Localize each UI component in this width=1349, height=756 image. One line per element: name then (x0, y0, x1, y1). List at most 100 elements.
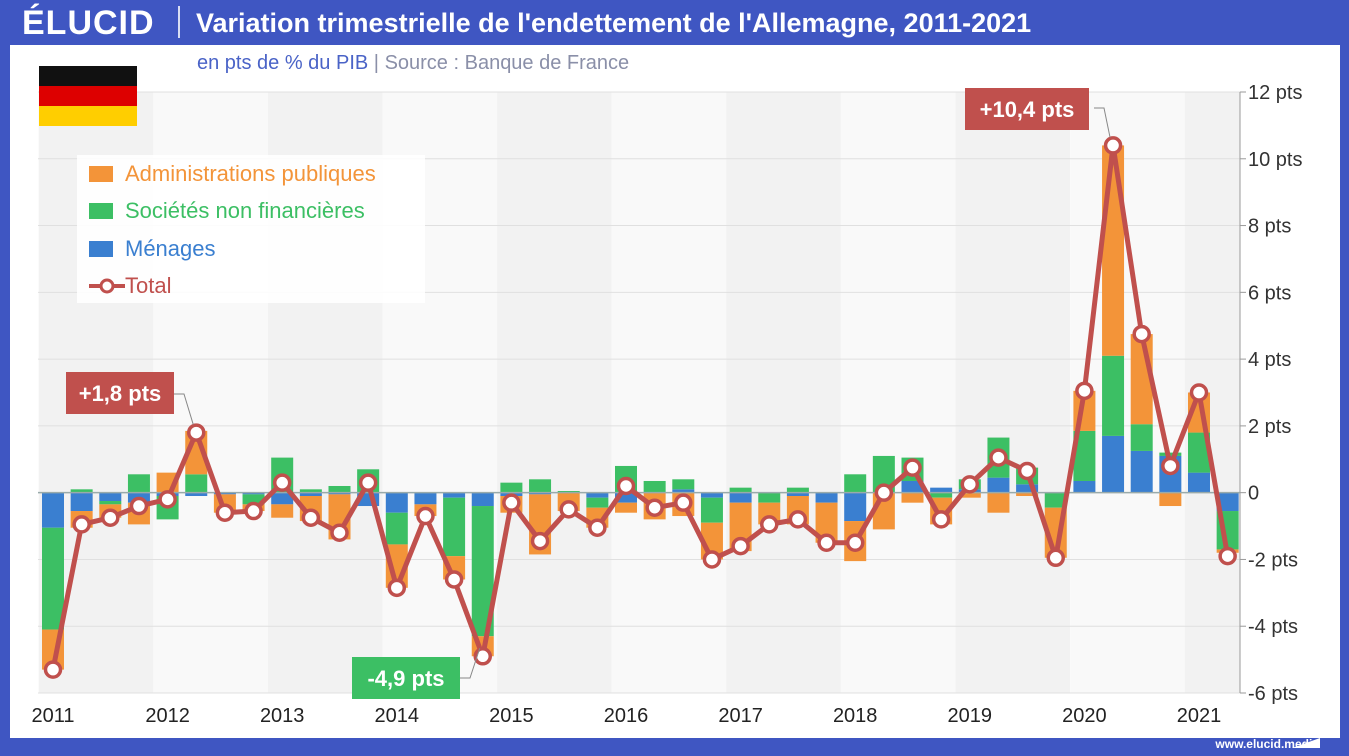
bar-menages (615, 492, 637, 503)
subtitle-source: Source : Banque de France (384, 52, 630, 74)
footer-url: www.elucid.media (1215, 737, 1319, 751)
bar-snf (1188, 432, 1210, 473)
bar-menages (385, 492, 408, 513)
y-tick-label: 6 pts (1248, 282, 1291, 304)
bar-snf (930, 492, 953, 498)
total-point (931, 510, 951, 529)
legend-line-marker-icon (89, 278, 125, 294)
bar-menages (185, 492, 208, 497)
bar-menages (271, 492, 294, 505)
total-point (674, 493, 693, 512)
legend-item-menages: Ménages (89, 236, 216, 262)
bar-menages (700, 492, 723, 498)
bar-admin (1102, 145, 1125, 356)
bar-snf (1044, 492, 1067, 508)
bar-menages (529, 492, 552, 495)
bar-snf (758, 492, 781, 503)
bar-snf (844, 474, 867, 493)
germany-flag-icon (39, 106, 137, 126)
legend-item-total: Total (89, 273, 171, 299)
x-tick-label: 2011 (31, 705, 74, 727)
annotation-leader (1094, 107, 1111, 138)
bar-snf (99, 501, 122, 505)
bar-admin (1159, 492, 1182, 507)
x-tick-label: 2013 (260, 705, 305, 727)
y-tick-label: -6 pts (1248, 683, 1298, 705)
bar-menages (1130, 450, 1153, 493)
total-point (1046, 548, 1065, 568)
total-point (129, 496, 149, 516)
bar-snf (872, 455, 895, 493)
bar-snf (672, 479, 695, 490)
total-point (244, 501, 263, 521)
total-point (845, 533, 865, 552)
bar-admin (615, 502, 637, 513)
total-point (874, 483, 894, 502)
legend-swatch (89, 241, 113, 257)
y-tick-label: 2 pts (1248, 416, 1291, 438)
legend-label: Total (125, 273, 172, 298)
subtitle-unit: en pts de % du PIB (197, 52, 369, 74)
x-tick-label: 2015 (489, 705, 534, 727)
total-point (530, 531, 550, 551)
annotation-label: -4,9 pts (367, 666, 444, 691)
y-tick-label: -2 pts (1248, 549, 1298, 571)
bar-snf (328, 485, 351, 493)
bar-snf (700, 497, 723, 523)
total-point (1218, 546, 1237, 566)
arrow-logo-icon (1292, 738, 1320, 748)
x-tick-label: 2021 (1177, 705, 1222, 727)
bar-menages (672, 489, 695, 493)
bar-snf (786, 487, 809, 493)
bar-menages (99, 492, 122, 502)
total-point (358, 473, 378, 492)
x-tick-label: 2017 (718, 705, 763, 727)
bar-snf (471, 506, 494, 637)
total-point (502, 493, 521, 512)
bar-menages (242, 492, 265, 495)
chart-title: Variation trimestrielle de l'endettement… (196, 8, 1032, 38)
chart-subtitle: en pts de % du PIB | Source : Banque de … (197, 52, 629, 75)
total-point (1075, 381, 1094, 401)
bar-menages (471, 492, 494, 507)
y-tick-label: 10 pts (1248, 149, 1302, 171)
bar-snf (729, 487, 752, 493)
y-tick-label: 4 pts (1248, 349, 1291, 371)
bar-menages (844, 492, 867, 522)
annotation-label: +1,8 pts (79, 381, 162, 406)
bar-menages (901, 480, 924, 493)
total-point (1132, 324, 1151, 344)
year-band (955, 92, 1071, 693)
year-band (726, 92, 841, 693)
x-tick-label: 2014 (375, 705, 420, 727)
legend-label: Ménages (125, 236, 216, 261)
bar-snf (185, 474, 208, 493)
year-band (840, 92, 956, 693)
total-point (989, 448, 1008, 467)
bar-menages (987, 477, 1010, 493)
header-divider (178, 6, 180, 38)
total-point (187, 423, 206, 442)
total-point (788, 510, 808, 529)
bar-menages (213, 492, 236, 495)
total-point (903, 458, 922, 477)
bar-menages (443, 492, 466, 498)
bar-menages (42, 492, 64, 528)
bar-snf (500, 482, 523, 493)
legend-item-admin: Administrations publiques (89, 161, 376, 187)
bar-snf (242, 494, 265, 505)
total-point (272, 473, 292, 492)
y-tick-label: 8 pts (1248, 216, 1291, 238)
bar-menages (1016, 484, 1039, 493)
bar-snf (643, 480, 666, 493)
total-point (702, 550, 722, 569)
total-point (387, 578, 407, 598)
bar-menages (729, 492, 752, 503)
total-point (1189, 383, 1209, 402)
bar-menages (328, 492, 351, 495)
x-tick-label: 2012 (145, 705, 190, 727)
total-point (43, 660, 63, 679)
bar-menages (786, 492, 809, 497)
germany-flag-icon (39, 66, 137, 86)
